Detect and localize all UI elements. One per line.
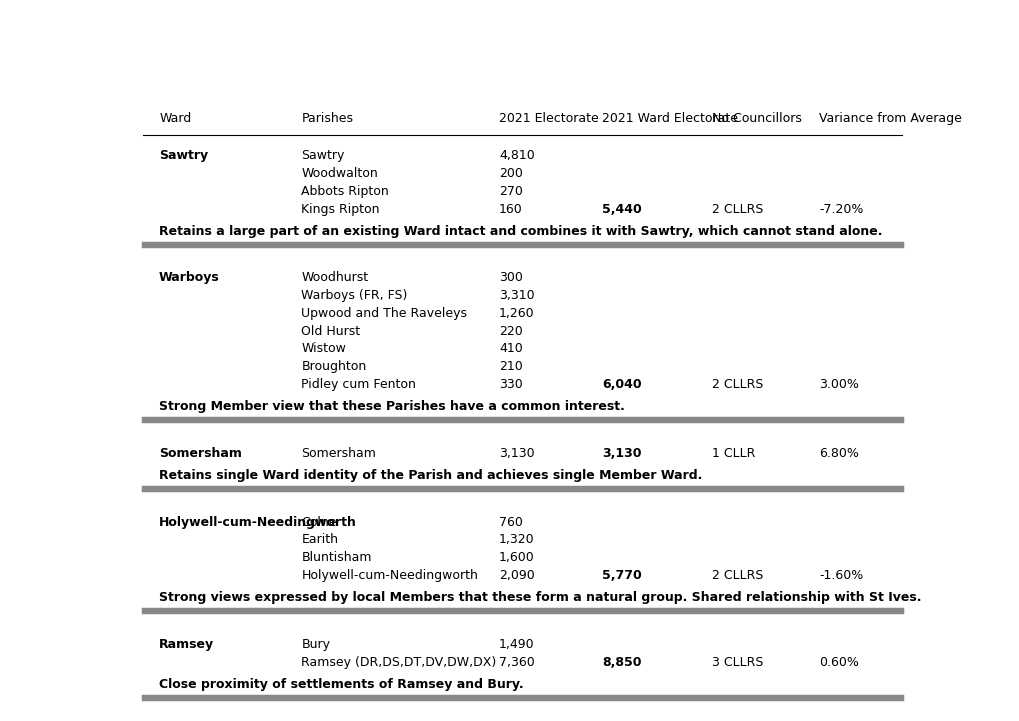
Text: Wistow: Wistow [302,342,345,355]
Text: 0.60%: 0.60% [818,655,858,668]
Text: 1,600: 1,600 [498,551,534,565]
Text: Kings Ripton: Kings Ripton [302,203,379,216]
Text: Holywell-cum-Needingworth: Holywell-cum-Needingworth [302,569,478,582]
Text: 2 CLLRS: 2 CLLRS [711,569,763,582]
Text: No Councillors: No Councillors [711,112,802,125]
Text: 760: 760 [498,516,523,528]
Text: 160: 160 [498,203,523,216]
Text: -1.60%: -1.60% [818,569,863,582]
Text: 410: 410 [498,342,523,355]
Text: 3,130: 3,130 [498,447,534,460]
Text: 220: 220 [498,324,523,337]
Text: 330: 330 [498,378,523,391]
Text: 6.80%: 6.80% [818,447,858,460]
Text: 2021 Ward Electorate: 2021 Ward Electorate [601,112,737,125]
Text: Strong Member view that these Parishes have a common interest.: Strong Member view that these Parishes h… [159,400,625,413]
Text: 5,440: 5,440 [601,203,641,216]
Text: Holywell-cum-Needingworth: Holywell-cum-Needingworth [159,516,357,528]
Text: 4,810: 4,810 [498,149,534,162]
Text: Ramsey (DR,DS,DT,DV,DW,DX): Ramsey (DR,DS,DT,DV,DW,DX) [302,655,496,668]
Text: Old Hurst: Old Hurst [302,324,360,337]
Text: Abbots Ripton: Abbots Ripton [302,185,389,198]
Text: Ward: Ward [159,112,192,125]
Text: Parishes: Parishes [302,112,353,125]
Text: 1,490: 1,490 [498,638,534,651]
Text: Bluntisham: Bluntisham [302,551,372,565]
Text: 200: 200 [498,167,523,180]
Text: Bury: Bury [302,638,330,651]
Text: Sawtry: Sawtry [302,149,344,162]
Text: 210: 210 [498,360,523,373]
Text: 1,260: 1,260 [498,307,534,320]
Text: 7,360: 7,360 [498,655,534,668]
Text: Sawtry: Sawtry [159,149,208,162]
Text: Retains single Ward identity of the Parish and achieves single Member Ward.: Retains single Ward identity of the Pari… [159,469,702,482]
Text: 3,130: 3,130 [601,447,641,460]
Text: Ramsey: Ramsey [159,638,214,651]
Text: 2,090: 2,090 [498,569,534,582]
Text: 2021 Electorate: 2021 Electorate [498,112,598,125]
Text: Somersham: Somersham [302,447,376,460]
Text: 300: 300 [498,271,523,284]
Text: Woodhurst: Woodhurst [302,271,368,284]
Text: 1,320: 1,320 [498,534,534,547]
Text: 3 CLLRS: 3 CLLRS [711,655,763,668]
Text: Pidley cum Fenton: Pidley cum Fenton [302,378,416,391]
Text: Close proximity of settlements of Ramsey and Bury.: Close proximity of settlements of Ramsey… [159,678,523,691]
Text: 8,850: 8,850 [601,655,641,668]
Text: 1 CLLR: 1 CLLR [711,447,755,460]
Text: Strong views expressed by local Members that these form a natural group. Shared : Strong views expressed by local Members … [159,591,921,604]
Text: Warboys (FR, FS): Warboys (FR, FS) [302,289,408,302]
Text: 6,040: 6,040 [601,378,641,391]
Text: 2 CLLRS: 2 CLLRS [711,203,763,216]
Text: Warboys: Warboys [159,271,220,284]
Text: 2 CLLRS: 2 CLLRS [711,378,763,391]
Text: Retains a large part of an existing Ward intact and combines it with Sawtry, whi: Retains a large part of an existing Ward… [159,225,881,238]
Text: Upwood and The Raveleys: Upwood and The Raveleys [302,307,467,320]
Text: 3.00%: 3.00% [818,378,858,391]
Text: Woodwalton: Woodwalton [302,167,378,180]
Text: Somersham: Somersham [159,447,242,460]
Text: Colne: Colne [302,516,336,528]
Text: -7.20%: -7.20% [818,203,863,216]
Text: Earith: Earith [302,534,338,547]
Text: 3,310: 3,310 [498,289,534,302]
Text: Broughton: Broughton [302,360,366,373]
Text: Variance from Average: Variance from Average [818,112,961,125]
Text: 270: 270 [498,185,523,198]
Text: 5,770: 5,770 [601,569,641,582]
